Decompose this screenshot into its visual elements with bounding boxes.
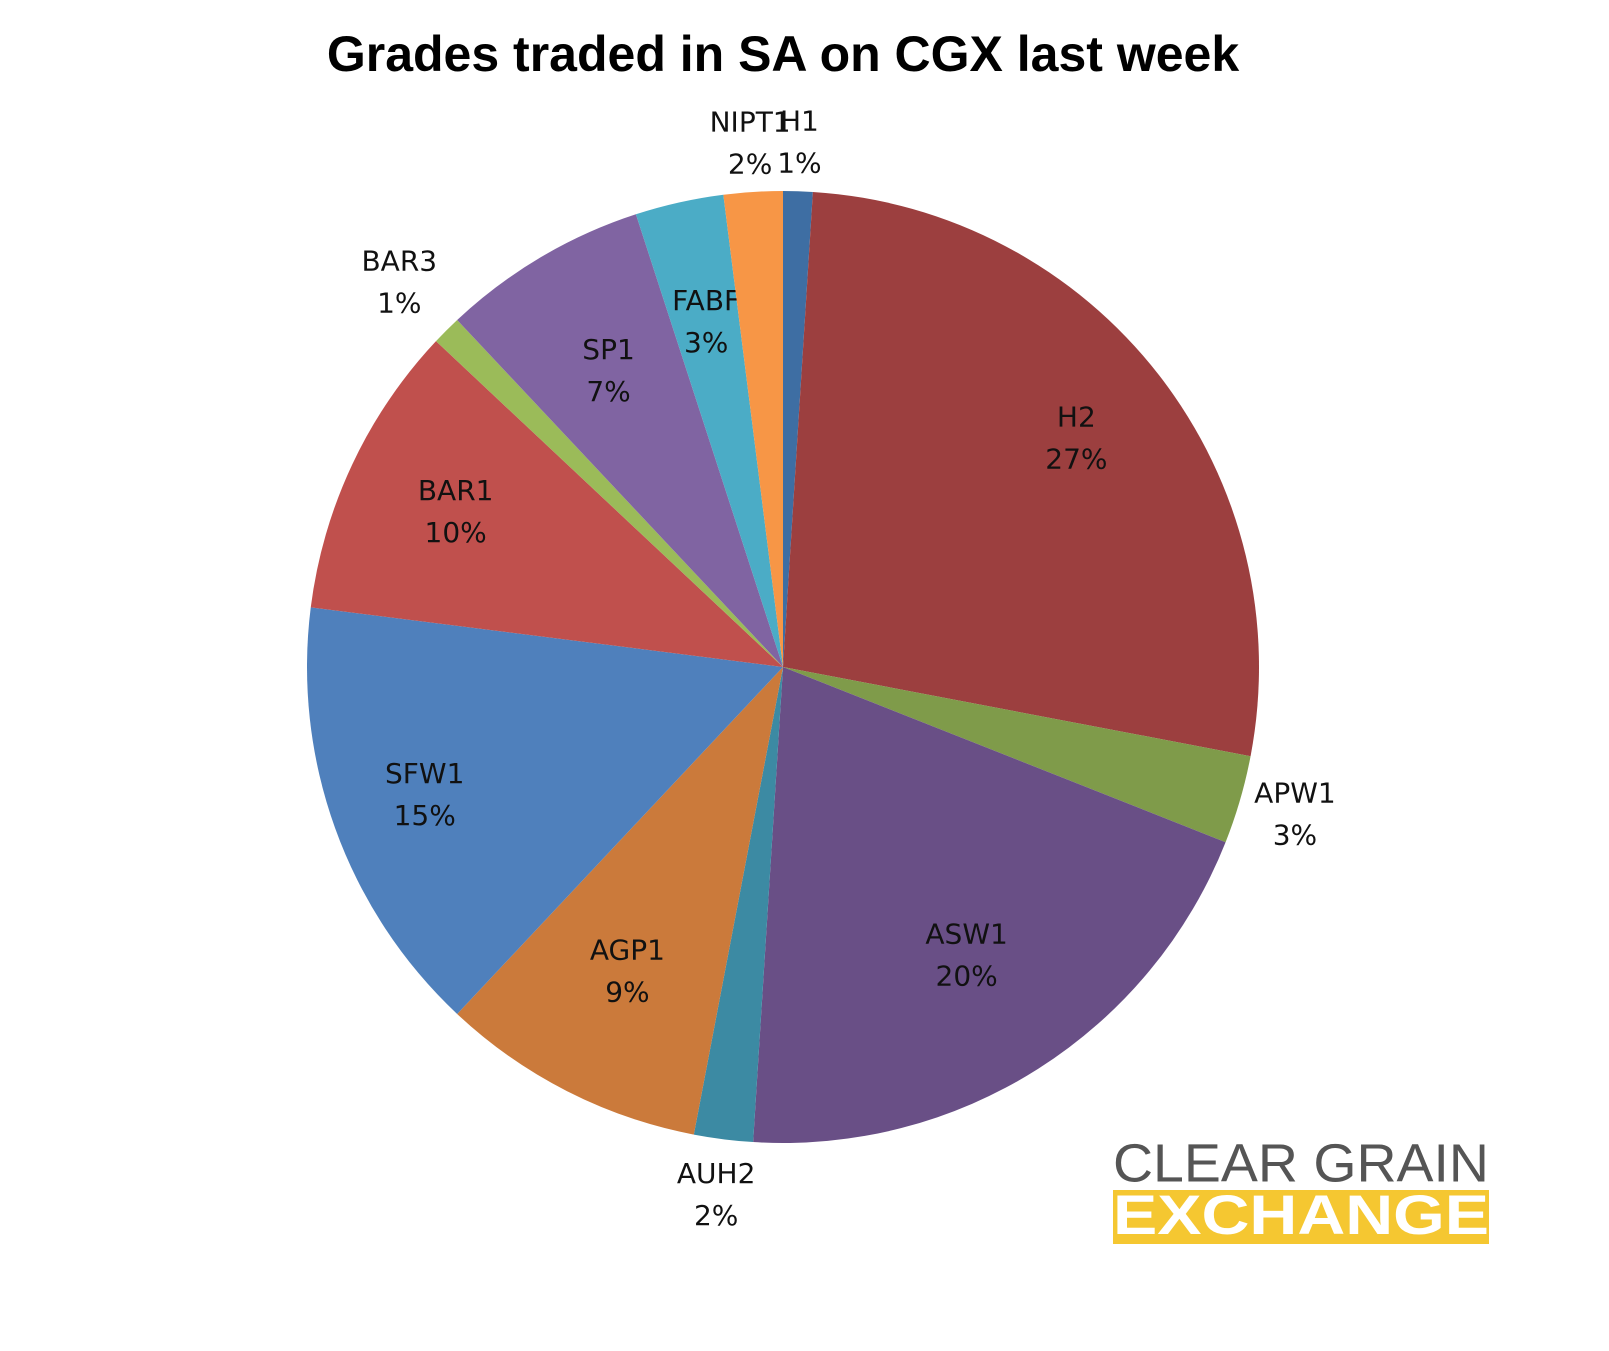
slice-value-label: 3%	[1273, 819, 1317, 852]
slice-value-label: 1%	[777, 147, 821, 180]
pie-slice	[457, 214, 783, 667]
slice-label: SFW1	[385, 757, 464, 790]
slice-label: H2	[1057, 400, 1096, 433]
chart-title: Grades traded in SA on CGX last week	[327, 26, 1239, 82]
slice-label: BAR1	[418, 474, 494, 507]
slice-label: FABF	[672, 284, 740, 317]
pie-slice	[693, 667, 783, 1143]
slice-value-label: 9%	[605, 975, 649, 1008]
pie-slice	[306, 607, 783, 1014]
slice-value-label: 10%	[425, 516, 487, 549]
slice-label: NIPT1	[710, 105, 791, 138]
slice-label: AUH2	[677, 1157, 756, 1190]
slice-value-label: 20%	[936, 959, 998, 992]
logo-band	[1113, 1190, 1489, 1244]
pie-slice	[783, 667, 1251, 843]
slice-value-label: 7%	[586, 375, 630, 408]
slice-label: BAR3	[361, 244, 437, 277]
slice-label: AGP1	[590, 933, 665, 966]
slice-value-label: 1%	[377, 286, 421, 319]
slice-label: SP1	[582, 333, 634, 366]
slice-value-label: 2%	[728, 147, 772, 180]
slice-label: H1	[780, 105, 819, 138]
slice-value-label: 3%	[684, 326, 728, 359]
pie-slice	[783, 191, 1259, 757]
slice-value-label: 15%	[394, 799, 456, 832]
pie-slice	[436, 320, 783, 667]
slice-value-label: 27%	[1045, 442, 1107, 475]
slice-label: ASW1	[925, 917, 1007, 950]
slice-value-label: 2%	[694, 1199, 738, 1232]
pie-slice	[457, 667, 783, 1135]
pie-slice	[310, 341, 783, 667]
slice-label: APW1	[1254, 777, 1336, 810]
pie-slice	[723, 191, 783, 667]
logo: CLEAR GRAIN EXCHANGE	[1113, 1133, 1489, 1246]
logo-line1: CLEAR GRAIN	[1113, 1133, 1489, 1193]
logo-line2: EXCHANGE	[1113, 1183, 1489, 1246]
pie-slice	[783, 191, 813, 667]
pie-slice	[635, 194, 783, 667]
pie-slice	[753, 667, 1226, 1143]
